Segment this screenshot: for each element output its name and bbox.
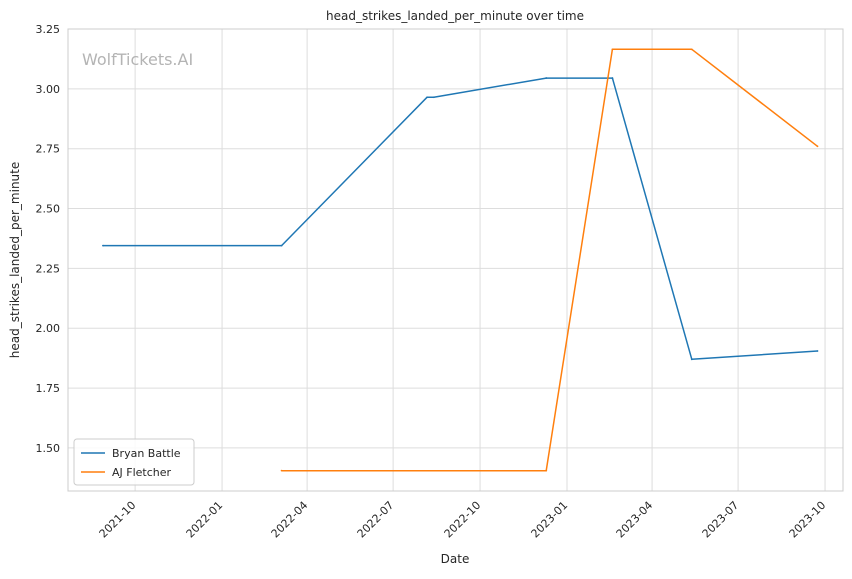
data-point-bryan-battle bbox=[545, 77, 548, 79]
y-tick-label: 3.00 bbox=[36, 83, 61, 96]
y-axis-ticks: 1.50 1.75 2.00 2.25 2.50 2.75 3.00 3.25 bbox=[36, 23, 61, 455]
y-axis-label: head_strikes_landed_per_minute bbox=[8, 162, 22, 359]
y-tick-label: 2.75 bbox=[36, 143, 61, 156]
data-point-bryan-battle bbox=[102, 244, 104, 247]
y-tick-label: 2.25 bbox=[36, 262, 61, 275]
series-line-bryan-battle bbox=[103, 77, 818, 361]
series-lines bbox=[102, 48, 819, 472]
chart-title: head_strikes_landed_per_minute over time bbox=[326, 9, 584, 23]
y-tick-label: 3.25 bbox=[36, 23, 61, 36]
data-point-aj-fletcher bbox=[545, 469, 548, 472]
legend-box bbox=[73, 438, 195, 486]
y-tick-label: 1.50 bbox=[36, 442, 61, 455]
data-point-bryan-battle bbox=[611, 77, 614, 79]
data-point-bryan-battle bbox=[816, 350, 819, 352]
legend: Bryan Battle AJ Fletcher bbox=[73, 438, 195, 486]
watermark: WolfTickets.AI bbox=[82, 50, 193, 69]
data-point-aj-fletcher bbox=[690, 48, 693, 51]
x-axis-label: Date bbox=[441, 552, 470, 566]
y-tick-label: 2.50 bbox=[36, 203, 61, 216]
data-point-aj-fletcher bbox=[280, 469, 283, 472]
plot-area-frame bbox=[67, 28, 844, 492]
legend-label-bryan-battle: Bryan Battle bbox=[112, 447, 181, 460]
data-point-bryan-battle bbox=[426, 96, 429, 99]
data-point-aj-fletcher bbox=[611, 48, 614, 51]
y-tick-label: 2.00 bbox=[36, 322, 61, 335]
data-point-bryan-battle bbox=[432, 96, 435, 99]
gridlines bbox=[68, 28, 843, 491]
data-point-aj-fletcher bbox=[816, 145, 819, 148]
data-point-bryan-battle bbox=[280, 244, 283, 247]
y-tick-label: 1.75 bbox=[36, 382, 61, 395]
data-point-bryan-battle bbox=[690, 358, 693, 361]
legend-label-aj-fletcher: AJ Fletcher bbox=[112, 466, 172, 479]
